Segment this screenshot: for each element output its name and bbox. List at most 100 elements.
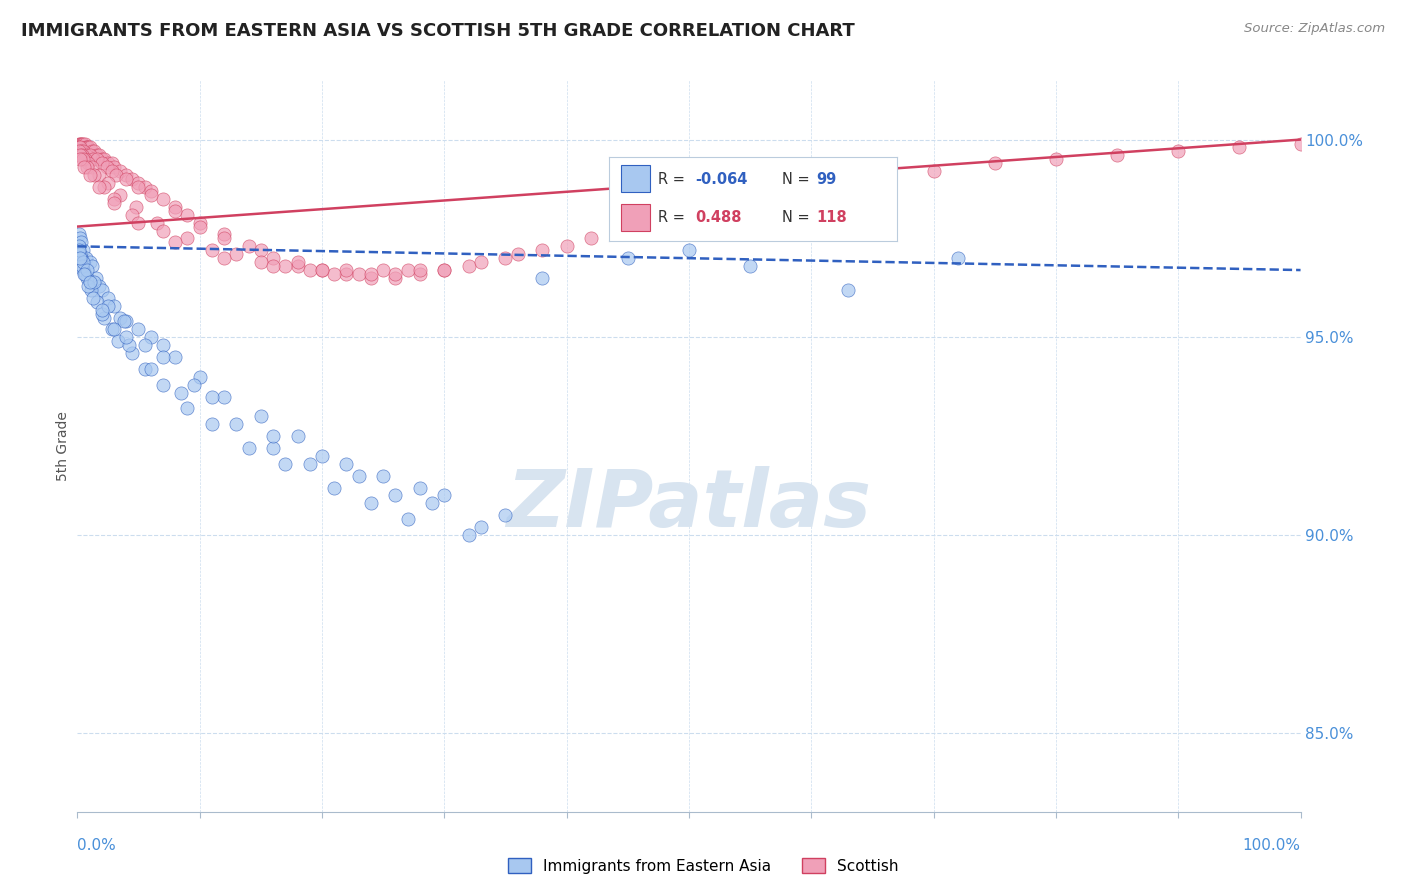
Point <box>90 302 112 317</box>
Text: R =: R = <box>658 172 690 187</box>
Point <box>274 457 297 471</box>
Point <box>617 223 640 237</box>
Point <box>86 294 108 309</box>
Point <box>112 314 135 328</box>
Text: 99: 99 <box>817 172 837 187</box>
Point <box>457 528 479 542</box>
Point <box>73 267 96 281</box>
Point <box>121 208 143 222</box>
Point <box>176 231 198 245</box>
Point <box>72 255 94 269</box>
Text: 0.0%: 0.0% <box>77 838 117 853</box>
Y-axis label: 5th Grade: 5th Grade <box>56 411 70 481</box>
Point <box>152 350 174 364</box>
Point <box>347 267 370 281</box>
Point <box>121 172 143 186</box>
Point <box>70 136 93 151</box>
Point <box>70 136 93 151</box>
Point <box>80 259 103 273</box>
Point <box>103 299 125 313</box>
Point <box>152 223 174 237</box>
Point <box>1289 136 1312 151</box>
Point <box>506 247 529 261</box>
Point <box>495 251 517 265</box>
Point <box>152 377 174 392</box>
Point <box>702 200 724 214</box>
Point <box>86 148 108 162</box>
Point <box>531 271 554 285</box>
Point <box>678 244 700 258</box>
Point <box>360 267 382 281</box>
Point <box>170 385 193 400</box>
Point <box>262 441 284 455</box>
Point <box>108 188 131 202</box>
Point <box>617 251 640 265</box>
Point <box>139 330 162 344</box>
Point <box>73 153 96 167</box>
Point <box>82 291 104 305</box>
Text: 100.0%: 100.0% <box>1243 838 1301 853</box>
Point <box>165 203 187 218</box>
Point <box>84 271 107 285</box>
Point <box>107 334 129 349</box>
Point <box>188 219 211 234</box>
Point <box>121 346 143 360</box>
Point <box>165 350 187 364</box>
Point <box>1229 140 1251 154</box>
Point <box>72 136 94 151</box>
Point <box>139 362 162 376</box>
Point <box>83 145 105 159</box>
Point <box>76 140 98 154</box>
Point <box>100 322 122 336</box>
Point <box>93 180 115 194</box>
Point <box>103 322 125 336</box>
Point <box>323 267 346 281</box>
Point <box>90 307 112 321</box>
Point <box>212 251 235 265</box>
Point <box>72 153 94 167</box>
Point <box>90 283 112 297</box>
Point <box>165 200 187 214</box>
Point <box>146 216 169 230</box>
Point <box>69 153 91 167</box>
Point <box>420 496 443 510</box>
Point <box>654 216 676 230</box>
Point <box>579 231 602 245</box>
Point <box>80 145 103 159</box>
Point <box>93 310 115 325</box>
Point <box>69 251 91 265</box>
Text: ZIPatlas: ZIPatlas <box>506 466 872 543</box>
Point <box>238 441 260 455</box>
Point <box>201 417 224 432</box>
Point <box>287 259 309 273</box>
Point <box>118 338 141 352</box>
Point <box>70 259 93 273</box>
Point <box>89 148 111 162</box>
Point <box>69 136 91 151</box>
Text: 0.488: 0.488 <box>696 211 742 225</box>
Point <box>212 390 235 404</box>
Point <box>311 263 333 277</box>
Bar <box>621 204 650 231</box>
Point <box>70 148 93 162</box>
Point <box>335 457 357 471</box>
Point <box>76 161 98 175</box>
Point <box>238 239 260 253</box>
Point <box>139 188 162 202</box>
Point <box>396 263 419 277</box>
Point <box>93 153 115 167</box>
Point <box>115 330 138 344</box>
Point <box>134 362 156 376</box>
Point <box>287 429 309 443</box>
Point <box>201 244 224 258</box>
Point <box>79 148 101 162</box>
Point <box>108 310 131 325</box>
Point <box>97 291 120 305</box>
Point <box>75 140 97 154</box>
Point <box>433 263 456 277</box>
Point <box>250 255 273 269</box>
Point <box>77 278 100 293</box>
Point <box>335 263 357 277</box>
Point <box>335 267 357 281</box>
Point <box>262 251 284 265</box>
